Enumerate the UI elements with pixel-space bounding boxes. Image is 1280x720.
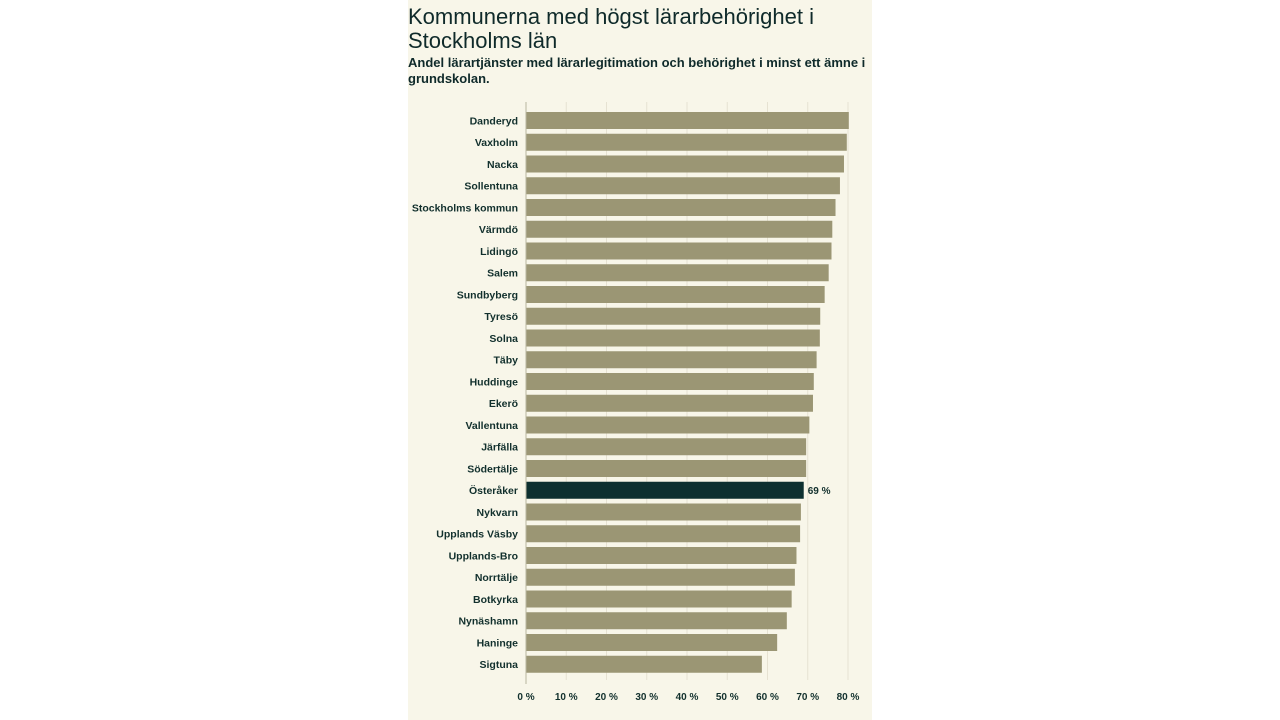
category-label: Nynäshamn	[458, 616, 518, 628]
bar	[526, 416, 810, 434]
bar	[526, 612, 787, 630]
bar	[526, 655, 762, 673]
bar	[526, 286, 825, 303]
bar	[526, 155, 844, 173]
category-label: Danderyd	[470, 115, 518, 127]
category-label: Lidingö	[480, 246, 518, 258]
x-tick-label: 30 %	[635, 692, 658, 703]
x-tick-label: 80 %	[837, 692, 860, 703]
bar-highlight	[526, 481, 804, 499]
x-tick-label: 40 %	[676, 692, 699, 703]
bar	[526, 242, 832, 260]
category-label: Sollentuna	[464, 181, 518, 193]
chart-title: Kommunerna med högst lärarbehörighet i S…	[408, 4, 815, 53]
bar	[526, 373, 814, 390]
x-tick-label: 10 %	[555, 692, 578, 703]
category-label: Stockholms kommun	[412, 202, 518, 214]
bar	[526, 351, 817, 369]
bar	[526, 568, 795, 586]
bar	[526, 634, 778, 651]
x-tick-label: 50 %	[716, 692, 739, 703]
category-label: Solna	[489, 333, 518, 345]
x-tick-label: 0 %	[517, 692, 534, 703]
bar	[526, 112, 849, 129]
category-label: Upplands-Bro	[449, 550, 518, 562]
category-label: Vallentuna	[465, 420, 518, 432]
category-label: Norrtälje	[475, 572, 518, 584]
bar	[526, 525, 801, 543]
category-label: Österåker	[469, 484, 518, 497]
bar	[526, 590, 792, 608]
bar	[526, 329, 820, 347]
bar	[526, 220, 833, 238]
bar	[526, 394, 813, 412]
category-label: Tyresö	[484, 311, 518, 323]
category-label: Ekerö	[489, 398, 518, 410]
category-label: Vaxholm	[475, 137, 518, 149]
category-label: Nykvarn	[477, 507, 518, 519]
category-label: Upplands Väsby	[436, 529, 518, 541]
category-label: Haninge	[477, 637, 519, 649]
x-tick-label: 60 %	[756, 692, 779, 703]
x-tick-label: 70 %	[796, 692, 819, 703]
category-label: Södertälje	[467, 463, 518, 475]
category-label: Täby	[493, 355, 518, 367]
bar	[526, 177, 840, 195]
chart-subtitle: Andel lärartjänster med lärarlegitimatio…	[408, 55, 866, 86]
category-label: Sundbyberg	[457, 289, 518, 301]
bar	[526, 199, 836, 216]
value-label: 69 %	[808, 486, 831, 497]
bar	[526, 133, 847, 151]
bar-chart: Danderyd Vaxholm Nacka Sollentuna Stockholms…	[412, 102, 860, 703]
bar	[526, 460, 807, 477]
bar	[526, 503, 801, 521]
category-label: Värmdö	[479, 224, 518, 236]
chart-panel: Kommunerna med högst lärarbehörighet i S…	[408, 0, 872, 720]
x-tick-label: 20 %	[595, 692, 618, 703]
bar	[526, 307, 821, 325]
bar	[526, 264, 829, 282]
category-label: Botkyrka	[473, 594, 518, 606]
category-label: Salem	[487, 268, 518, 280]
category-label: Huddinge	[470, 376, 519, 388]
category-label: Järfälla	[481, 442, 518, 454]
bar	[526, 547, 797, 564]
category-label: Sigtuna	[480, 659, 519, 671]
bar	[526, 438, 807, 456]
category-label: Nacka	[487, 159, 518, 171]
